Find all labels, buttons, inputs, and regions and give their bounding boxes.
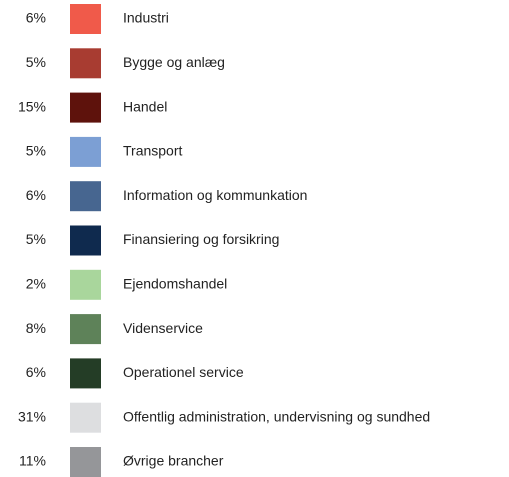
swatch: [70, 269, 101, 300]
share-label: 2%: [26, 276, 46, 292]
swatch: [70, 225, 101, 256]
category-label: Handel: [123, 98, 167, 114]
category-label: Offentlig administration, undervisning o…: [123, 408, 430, 424]
share-label: 6%: [26, 10, 46, 26]
category-label: Information og kommunkation: [123, 187, 307, 203]
share-label: 31%: [18, 408, 46, 424]
swatch: [70, 136, 101, 167]
swatch: [70, 447, 101, 477]
share-label: 15%: [18, 98, 46, 114]
category-label: Operationel service: [123, 364, 244, 380]
category-label: Ejendomshandel: [123, 276, 227, 292]
swatch: [70, 402, 101, 433]
swatch: [70, 48, 101, 79]
share-label: 8%: [26, 320, 46, 336]
category-label: Videnservice: [123, 320, 203, 336]
swatch: [70, 4, 101, 34]
share-label: 5%: [26, 54, 46, 70]
share-label: 11%: [19, 453, 46, 469]
category-label: Transport: [123, 143, 183, 159]
share-label: 5%: [26, 143, 46, 159]
share-label: 5%: [26, 231, 46, 247]
category-label: Øvrige brancher: [123, 453, 224, 469]
swatch: [70, 92, 101, 123]
swatch: [70, 181, 101, 212]
share-label: 6%: [26, 364, 46, 380]
category-label: Industri: [123, 10, 169, 26]
swatch: [70, 358, 101, 389]
category-label: Bygge og anlæg: [123, 54, 225, 70]
swatch: [70, 314, 101, 345]
category-label: Finansiering og forsikring: [123, 231, 279, 247]
share-label: 6%: [26, 187, 46, 203]
